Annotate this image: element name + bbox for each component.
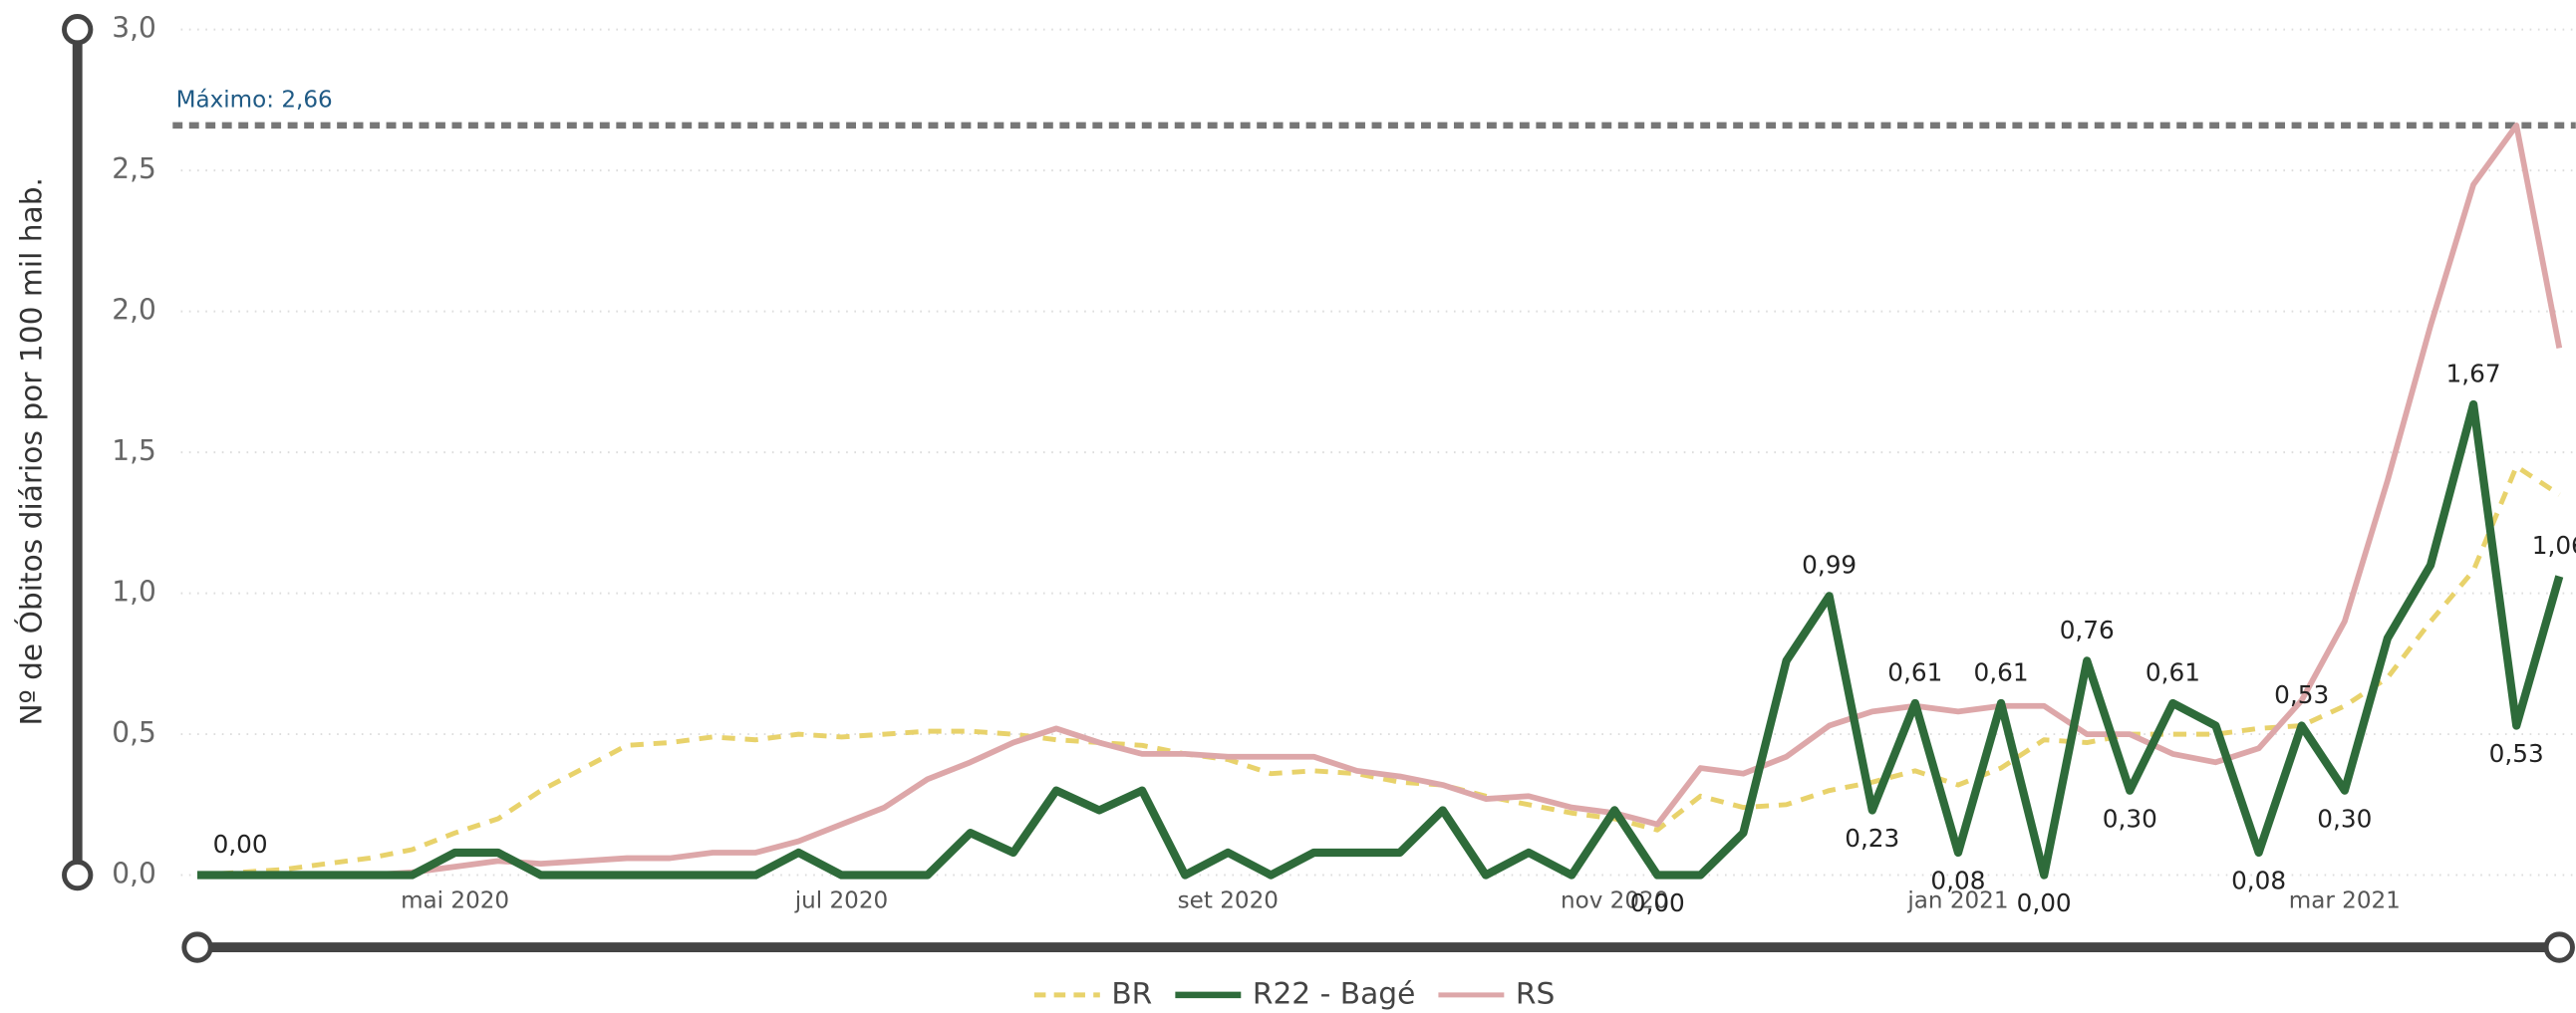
data-label: 0,30: [2317, 804, 2372, 833]
data-label: 0,53: [2274, 680, 2329, 709]
y-tick-label: 2,5: [112, 152, 156, 185]
data-label: 1,06: [2532, 531, 2576, 560]
x-tick-label: jan 2021: [1906, 887, 2008, 913]
data-label: 0,53: [2489, 739, 2544, 768]
x-tick-label: jul 2020: [794, 887, 888, 913]
y-slider-handle[interactable]: [62, 14, 94, 46]
data-label: 0,00: [1630, 888, 1685, 917]
data-label: 0,99: [1802, 551, 1857, 580]
max-line-label: Máximo: 2,66: [176, 88, 333, 114]
x-tick-label: mar 2021: [2289, 887, 2401, 913]
legend-label: BR: [1111, 975, 1152, 1010]
x-slider-handle[interactable]: [2543, 931, 2575, 963]
data-label: 1,67: [2446, 359, 2501, 387]
y-slider-handle[interactable]: [62, 859, 94, 891]
data-label: 0,08: [2231, 867, 2286, 895]
legend-label: RS: [1516, 975, 1555, 1010]
data-label: 0,30: [2103, 804, 2157, 833]
data-label: 0,08: [1930, 867, 1985, 895]
data-label: 0,00: [213, 830, 268, 859]
data-label: 0,61: [2146, 657, 2200, 686]
y-axis-label: Nº de Óbitos diários por 100 mil hab.: [13, 177, 49, 725]
y-tick-label: 2,0: [112, 294, 156, 327]
y-tick-label: 0,0: [112, 858, 156, 890]
data-label: 0,23: [1845, 824, 1899, 853]
data-label: 0,61: [1887, 657, 1942, 686]
series-line: [197, 123, 2563, 879]
series-line: [197, 399, 2564, 880]
y-tick-label: 3,0: [112, 12, 156, 45]
data-label: 0,76: [2060, 616, 2115, 644]
x-tick-label: mai 2020: [401, 887, 509, 913]
x-tick-label: set 2020: [1178, 887, 1279, 913]
x-tick-label: nov 2020: [1561, 887, 1668, 913]
legend: BR R22 - Bagé RS: [1033, 975, 1555, 1010]
y-tick-label: 0,5: [112, 716, 156, 749]
x-slider-handle[interactable]: [181, 931, 213, 963]
y-tick-label: 1,0: [112, 576, 156, 609]
data-label: 0,61: [1974, 657, 2029, 686]
legend-label: R22 - Bagé: [1253, 975, 1416, 1010]
data-label: 0,00: [2017, 888, 2072, 917]
series-line: [196, 463, 2561, 879]
y-tick-label: 1,5: [112, 434, 156, 467]
